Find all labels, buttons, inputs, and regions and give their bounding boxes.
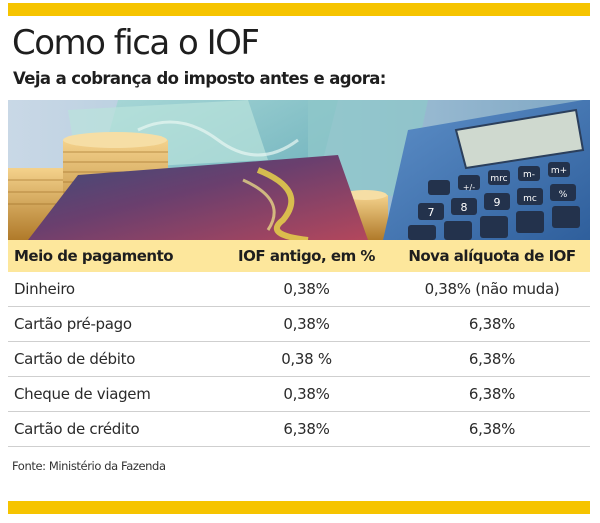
column-header-payment-method: Meio de pagamento bbox=[8, 240, 219, 272]
illustration-banner: mrc m- m+ 7 8 9 mc % +/- bbox=[8, 100, 590, 240]
page-subtitle: Veja a cobrança do imposto antes e agora… bbox=[13, 69, 386, 88]
calc-key-label: m+ bbox=[551, 166, 567, 176]
payment-method-cell: Cartão pré-pago bbox=[8, 306, 219, 342]
new-iof-cell: 6,38% bbox=[394, 341, 590, 377]
table-header-row: Meio de pagamento IOF antigo, em % Nova … bbox=[8, 240, 590, 272]
calculator-icon: mrc m- m+ 7 8 9 mc % +/- bbox=[383, 100, 590, 240]
old-iof-cell: 0,38 % bbox=[219, 341, 394, 377]
table-row: Cartão de débito 0,38 % 6,38% bbox=[8, 341, 590, 377]
column-header-new-iof: Nova alíquota de IOF bbox=[394, 240, 590, 272]
calc-key-label: 7 bbox=[428, 206, 435, 219]
table-row: Cheque de viagem 0,38% 6,38% bbox=[8, 376, 590, 412]
payment-method-cell: Cartão de débito bbox=[8, 341, 219, 377]
calc-key-label: mc bbox=[523, 194, 537, 204]
top-accent-bar bbox=[8, 3, 590, 16]
table-row: Cartão de crédito 6,38% 6,38% bbox=[8, 411, 590, 447]
table-row: Dinheiro 0,38% 0,38% (não muda) bbox=[8, 272, 590, 307]
calc-key-label: % bbox=[559, 190, 568, 200]
payment-method-cell: Dinheiro bbox=[8, 272, 219, 307]
column-header-old-iof: IOF antigo, em % bbox=[219, 240, 394, 272]
calc-key-label: mrc bbox=[490, 174, 507, 184]
old-iof-cell: 0,38% bbox=[219, 272, 394, 307]
bottom-accent-bar bbox=[8, 501, 590, 514]
payment-method-cell: Cheque de viagem bbox=[8, 376, 219, 412]
table-row: Cartão pré-pago 0,38% 6,38% bbox=[8, 306, 590, 342]
card-icon bbox=[28, 155, 368, 240]
calc-key-label: +/- bbox=[463, 183, 475, 192]
new-iof-cell: 0,38% (não muda) bbox=[394, 272, 590, 307]
calc-key-label: 9 bbox=[494, 196, 501, 209]
new-iof-cell: 6,38% bbox=[394, 306, 590, 342]
iof-table: Meio de pagamento IOF antigo, em % Nova … bbox=[8, 240, 590, 447]
old-iof-cell: 0,38% bbox=[219, 376, 394, 412]
payment-method-cell: Cartão de crédito bbox=[8, 411, 219, 447]
new-iof-cell: 6,38% bbox=[394, 411, 590, 447]
old-iof-cell: 0,38% bbox=[219, 306, 394, 342]
new-iof-cell: 6,38% bbox=[394, 376, 590, 412]
calc-key-label: m- bbox=[523, 170, 535, 180]
calc-key-label: 8 bbox=[461, 201, 468, 214]
page-title: Como fica o IOF bbox=[12, 23, 260, 63]
source-note: Fonte: Ministério da Fazenda bbox=[12, 459, 166, 473]
old-iof-cell: 6,38% bbox=[219, 411, 394, 447]
